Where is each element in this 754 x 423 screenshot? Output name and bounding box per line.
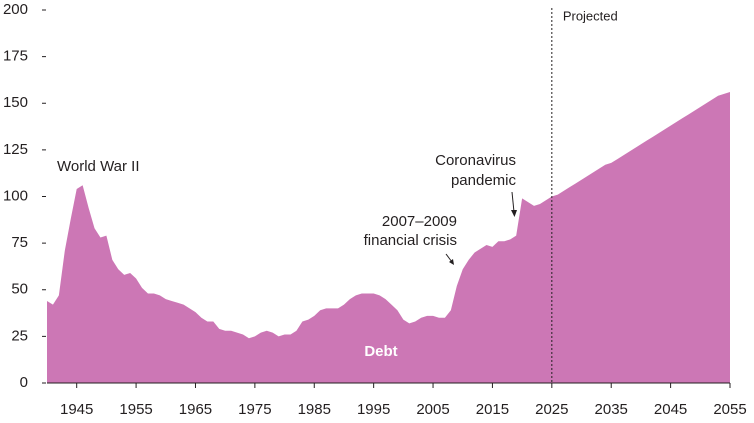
area [47, 92, 730, 383]
x-tick-label: 2015 [476, 401, 509, 418]
annotation: Coronavirus [435, 152, 516, 169]
annotation: 2007–2009 [382, 213, 457, 230]
x-tick-label: 1995 [357, 401, 390, 418]
arrow [511, 191, 515, 213]
x-tick-label: 1955 [119, 401, 152, 418]
x-tick-label: 2005 [416, 401, 449, 418]
x-tick-label: 2025 [535, 401, 568, 418]
series-label: Debt [364, 343, 397, 360]
x-tick-label: 1975 [238, 401, 271, 418]
annotation: World War II [57, 158, 140, 175]
x-tick-label: 1945 [60, 401, 93, 418]
x-tick-label: 1965 [179, 401, 212, 418]
y-tick-label: 125 [3, 141, 28, 158]
y-tick-label: 0 [20, 374, 28, 391]
y-tick-label: 50 [11, 281, 28, 298]
arrow-head [449, 259, 454, 265]
x-tick-label: 2035 [595, 401, 628, 418]
annotation: financial crisis [364, 232, 457, 249]
x-tick-label: 1985 [298, 401, 331, 418]
arrow-head [511, 210, 517, 217]
y-tick-label: 25 [11, 327, 28, 344]
x-tick-label: 2045 [654, 401, 687, 418]
y-tick-label: 200 [3, 1, 28, 18]
y-tick-label: 100 [3, 187, 28, 204]
y-tick-label: 75 [11, 234, 28, 251]
y-tick-label: 150 [3, 94, 28, 111]
y-tick-label: 175 [3, 48, 28, 65]
projection-label: Projected [563, 8, 618, 23]
x-tick-label: 2055 [713, 401, 746, 418]
annotation: pandemic [451, 172, 517, 189]
